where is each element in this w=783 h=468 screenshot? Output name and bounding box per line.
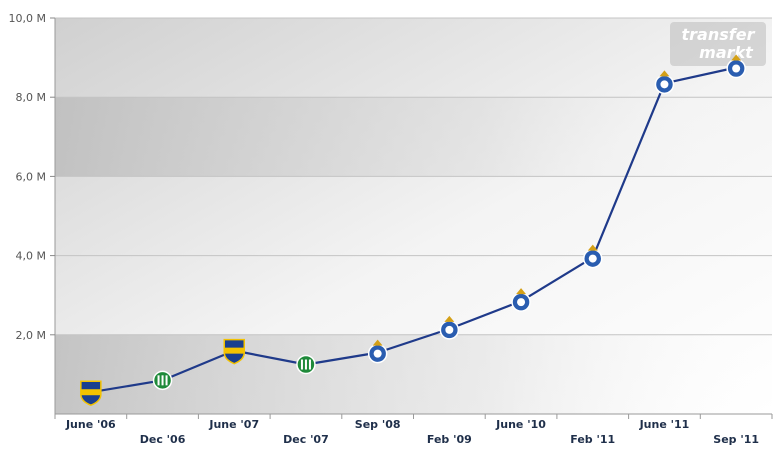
y-tick-label: 2,0 M [16,329,46,342]
gridlines [55,17,772,336]
badge-bar [304,359,307,370]
x-tick-label: June '06 [65,418,116,431]
y-tick-label: 8,0 M [16,91,46,104]
badge-center [445,325,454,334]
fc-porto-badge-icon [439,315,460,340]
club-badges [80,54,746,407]
badge-bar [157,375,160,386]
saint-etienne-badge-icon [296,354,316,375]
y-axis-ticks: 2,0 M 4,0 M 6,0 M 8,0 M 10,0 M [9,12,55,342]
badge-center [373,349,382,358]
badge-bar [300,359,303,370]
badge-center [732,64,741,73]
x-tick-label: June '07 [208,418,259,431]
badge-bar [161,375,164,386]
badge-stripe [80,389,101,396]
badge-bar [165,375,168,386]
x-tick-label: Feb '11 [570,433,615,446]
watermark-text-1: transfer [682,25,756,44]
boca-juniors-badge-icon [223,338,245,365]
fc-porto-badge-icon [726,54,746,79]
x-tick-label: Sep '11 [713,433,759,446]
badge-crown [587,244,598,251]
badge-crown [659,70,670,77]
x-tick-label: Dec '07 [283,433,329,446]
badge-crown [444,315,455,322]
x-tick-label: June '11 [639,418,690,431]
grid-bands [55,97,772,414]
badge-stripe [224,347,245,354]
x-axis-ticks: June '06 Dec '06 June '07 Dec '07 Sep '08 Feb… [54,414,773,446]
y-tick-label: 10,0 M [9,12,46,25]
x-tick-label: Dec '06 [140,433,186,446]
fc-porto-badge-icon [367,339,388,364]
x-tick-label: Sep '08 [355,418,401,431]
badge-crown [372,339,383,346]
grid-band-1 [55,97,772,177]
boca-juniors-badge-icon [80,380,102,407]
badge-center [588,254,597,263]
badge-center [517,298,526,307]
watermark-box [670,22,766,66]
y-tick-label: 6,0 M [16,170,46,183]
saint-etienne-badge-icon [152,370,173,391]
watermark-text-2: markt [699,43,754,62]
y-tick-label: 4,0 M [16,250,46,263]
badge-bar [308,359,311,370]
fc-porto-badge-icon [583,244,603,269]
badge-crown [731,54,742,61]
badge-center [660,80,669,89]
x-tick-label: June '10 [495,418,546,431]
fc-porto-badge-icon [654,70,675,95]
fc-porto-badge-icon [511,288,531,312]
badge-crown [516,288,527,295]
x-tick-label: Feb '09 [427,433,472,446]
series-line [90,66,737,394]
